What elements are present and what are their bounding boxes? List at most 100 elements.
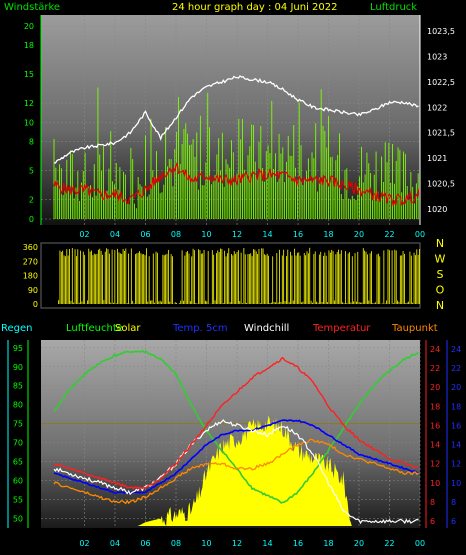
- direction-y-tick: 270: [23, 257, 38, 266]
- humidity-y-tick: 95: [13, 344, 23, 353]
- pressure-y-tick: 1020,5: [427, 179, 455, 188]
- wind-direction-plot: [58, 247, 420, 304]
- temp-y-tick: 24: [430, 345, 440, 354]
- humidity-y-tick: 70: [13, 439, 23, 448]
- temp5cm-y-tick: 16: [451, 421, 461, 430]
- legend-temperatur: Temperatur: [312, 323, 371, 334]
- temp-y-tick: 6: [430, 517, 435, 526]
- wind-y-tick: 15: [24, 70, 34, 79]
- wind-y-tick: 2: [29, 196, 34, 205]
- wind-x-tick: 00: [415, 230, 425, 239]
- temp-y-tick: 22: [430, 364, 440, 373]
- wind-panel-grid: [41, 15, 421, 225]
- wind-y-tick: 12: [24, 99, 34, 108]
- temp5cm-y-tick: 12: [451, 460, 461, 469]
- wind-y-tick: 20: [24, 22, 34, 31]
- wind-y-tick: 10: [24, 118, 34, 127]
- temp5cm-y-tick: 24: [451, 345, 461, 354]
- direction-panel-bg: [40, 242, 421, 309]
- header-right: Luftdruck: [370, 2, 417, 13]
- wind-x-tick: 16: [293, 230, 303, 239]
- dewpoint-line: [53, 438, 419, 505]
- temp-y-tick: 20: [430, 383, 440, 392]
- wind-y-tick: 0: [29, 215, 34, 224]
- humidity-y-tick: 90: [13, 363, 23, 372]
- temp-y-tick: 16: [430, 421, 440, 430]
- direction-y-tick: 180: [23, 272, 38, 281]
- direction-y-tick: 0: [33, 300, 38, 309]
- temp-y-tick: 14: [430, 441, 440, 450]
- header-center: 24 hour graph day : 04 Juni 2022: [172, 2, 338, 13]
- windchill-line: [53, 419, 419, 525]
- temp5cm-y-tick: 20: [451, 383, 461, 392]
- pressure-line: [53, 75, 419, 164]
- temp-x-tick: 20: [354, 539, 364, 548]
- wind-y-tick: 18: [24, 41, 34, 50]
- direction-letter: N: [436, 237, 444, 250]
- temp-y-tick: 8: [430, 498, 435, 507]
- humidity-y-tick: 75: [13, 420, 23, 429]
- wind-x-tick: 08: [171, 230, 181, 239]
- temp5cm-line: [53, 419, 419, 495]
- legend-solar: Solar: [115, 323, 141, 334]
- humidity-y-tick: 85: [13, 382, 23, 391]
- temp-x-tick: 16: [293, 539, 303, 548]
- temp-y-tick: 18: [430, 402, 440, 411]
- temp5cm-y-tick: 6: [451, 517, 456, 526]
- direction-letter: N: [436, 299, 444, 312]
- legend-regen: Regen: [1, 323, 33, 334]
- temperature-line: [53, 356, 419, 490]
- wind-panel-axes: 02 04 06 08 10 12 14 16 18 20 22 000258101215182010…: [24, 15, 455, 239]
- header-left: Windstärke: [4, 2, 60, 13]
- temp-y-tick: 10: [430, 479, 440, 488]
- temp-humidity-plot: [41, 349, 420, 526]
- wind-x-tick: 18: [323, 230, 333, 239]
- wind-x-tick: 20: [354, 230, 364, 239]
- humidity-y-tick: 50: [13, 514, 23, 523]
- direction-y-tick: 360: [23, 243, 38, 252]
- pressure-y-tick: 1023,5: [427, 27, 455, 36]
- temp-x-tick: 04: [110, 539, 120, 548]
- wind-x-tick: 04: [110, 230, 120, 239]
- temp5cm-y-tick: 18: [451, 402, 461, 411]
- legend-luftfeuchte: Luftfeuchte: [66, 323, 123, 334]
- pressure-y-tick: 1021: [427, 154, 447, 163]
- temp-x-tick: 22: [384, 539, 394, 548]
- pressure-y-tick: 1020: [427, 205, 447, 214]
- wind-x-tick: 14: [262, 230, 272, 239]
- temp-x-tick: 08: [171, 539, 181, 548]
- temp-x-tick: 18: [323, 539, 333, 548]
- pressure-y-tick: 1021,5: [427, 129, 455, 138]
- pressure-y-tick: 1023: [427, 53, 447, 62]
- humidity-y-tick: 55: [13, 495, 23, 504]
- wind-y-tick: 8: [29, 138, 34, 147]
- wind-pressure-plot: [53, 75, 421, 219]
- temp5cm-y-tick: 22: [451, 364, 461, 373]
- direction-letter: W: [435, 253, 446, 266]
- temp5cm-y-tick: 10: [451, 479, 461, 488]
- direction-letter: O: [436, 284, 445, 297]
- temp-x-tick: 10: [201, 539, 211, 548]
- pressure-y-tick: 1022,5: [427, 78, 455, 87]
- legend-windchill: Windchill: [244, 323, 289, 334]
- wind-x-tick: 12: [232, 230, 242, 239]
- humidity-y-tick: 80: [13, 401, 23, 410]
- temp-x-tick: 14: [262, 539, 272, 548]
- temp-panel-axes: 02 04 06 08 10 12 14 16 18 20 22 00 50 55 60 65 70 75 80 85…: [7, 340, 461, 548]
- pressure-y-tick: 1022: [427, 103, 447, 112]
- legend-taupunkt: Taupunkt: [391, 323, 438, 334]
- wind-x-tick: 06: [140, 230, 150, 239]
- temp5cm-y-tick: 14: [451, 441, 461, 450]
- humidity-y-tick: 65: [13, 458, 23, 467]
- humidity-y-tick: 60: [13, 477, 23, 486]
- temp-x-tick: 02: [79, 539, 89, 548]
- wind-x-tick: 02: [79, 230, 89, 239]
- temp-x-tick: 12: [232, 539, 242, 548]
- solar-area: [54, 415, 420, 526]
- wind-y-tick: 5: [29, 167, 34, 176]
- wind-x-tick: 22: [384, 230, 394, 239]
- temp-x-tick: 06: [140, 539, 150, 548]
- temp-x-tick: 00: [415, 539, 425, 548]
